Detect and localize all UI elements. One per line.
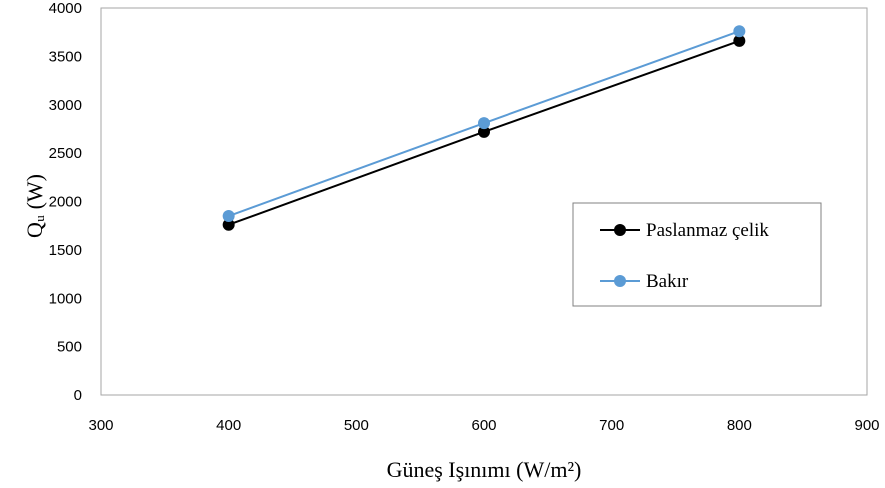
y-tick-label: 2000 [49,194,82,211]
plot-area-frame [100,7,868,396]
y-tick-label: 2500 [49,145,82,162]
legend-label-bakir: Bakır [646,271,689,292]
y-tick-label: 0 [74,387,82,404]
x-tick-label: 300 [88,417,113,434]
legend-marker-paslanmaz-celik [614,224,626,236]
legend-marker-bakir [614,275,626,287]
y-tick-label: 1000 [49,290,82,307]
x-tick-label: 800 [727,417,752,434]
y-tick-label: 4000 [49,0,82,17]
x-tick-label: 500 [344,417,369,434]
series-layer [222,25,746,231]
x-axis-ticks: 300 400 500 600 700 800 900 [88,417,879,434]
y-tick-label: 500 [57,339,82,356]
data-point-paslanmaz-celik [478,125,490,138]
x-tick-label: 700 [599,417,624,434]
data-point-paslanmaz-celik [222,218,235,231]
x-tick-label: 600 [471,417,496,434]
y-tick-label: 3500 [49,48,82,65]
data-point-paslanmaz-celik [733,34,746,47]
data-point-bakir [222,210,235,223]
legend-box [572,202,822,307]
y-axis-title: Qᵤ (W) [22,174,47,238]
x-tick-label: 400 [216,417,241,434]
y-tick-label: 3000 [49,97,82,114]
y-tick-label: 1500 [49,242,82,259]
x-axis-title: Güneş Işınımı (W/m²) [387,457,582,482]
y-axis-ticks: 0 500 1000 1500 2000 2500 3000 3500 4000 [49,0,82,404]
x-tick-label: 900 [854,417,879,434]
legend-label-paslanmaz-celik: Paslanmaz çelik [646,220,769,241]
data-point-bakir [733,25,746,38]
legend: Paslanmaz çelik Bakır [572,202,822,307]
data-point-bakir [478,117,490,130]
